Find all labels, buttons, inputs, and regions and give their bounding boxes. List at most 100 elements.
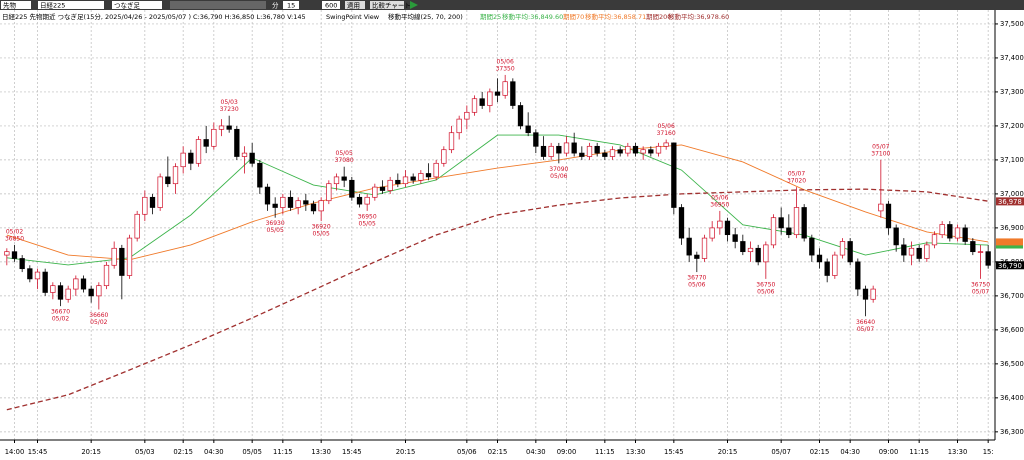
select[interactable] <box>112 1 162 9</box>
candle-body <box>632 145 639 154</box>
candle-body <box>847 241 853 263</box>
ma-line <box>6 188 989 411</box>
indicators <box>6 134 989 411</box>
button[interactable] <box>370 1 404 9</box>
x-tick-label: 05/07 <box>771 448 791 456</box>
candle-body <box>763 244 769 263</box>
candle-body <box>563 142 570 154</box>
toolbar: 先物 日経225 つなぎ足 15 分 600 適用 比較チャート <box>0 0 1024 10</box>
swing-price: 36750 <box>971 281 990 288</box>
subtitle: SwingPoint View <box>326 13 380 21</box>
candle-body <box>809 237 815 256</box>
swing-date: 05/07 <box>788 171 805 178</box>
candle-body <box>893 227 899 246</box>
apply: 適用 <box>347 1 360 10</box>
candle-body <box>188 152 194 164</box>
input[interactable] <box>322 1 340 9</box>
candle-body <box>149 196 156 208</box>
candle-body <box>701 237 708 259</box>
swing-price: 37090 <box>549 166 568 173</box>
candle-body <box>502 81 508 96</box>
y-tick-label: 37,200 <box>1000 122 1024 130</box>
x-tick-label: 11:15 <box>273 448 293 456</box>
candle-body <box>586 145 593 157</box>
price-tag-label: 36,978 <box>998 198 1022 206</box>
y-tick-label: 37,300 <box>1000 88 1024 96</box>
swing-price: 37020 <box>787 178 806 185</box>
candle-body <box>970 241 976 253</box>
candle-body <box>786 227 792 236</box>
swing-price: 37080 <box>335 157 354 164</box>
x-tick-label: 15:45 <box>342 448 362 456</box>
x-tick-label: 02:15 <box>173 448 193 456</box>
swing-price: 37230 <box>220 106 239 113</box>
candle-body <box>947 224 953 239</box>
select[interactable] <box>1 1 31 9</box>
swing-date: 05/06 <box>658 123 675 130</box>
x-tick-label: 09:00 <box>879 448 899 456</box>
y-tick-label: 36,300 <box>1000 428 1024 436</box>
candle-body <box>257 162 263 188</box>
play-icon[interactable] <box>410 1 418 9</box>
candle-body <box>655 145 662 154</box>
tool-buttons[interactable] <box>170 1 266 9</box>
swing-price: 36950 <box>358 213 377 220</box>
y-tick-label: 37,000 <box>1000 190 1024 198</box>
swing-labels: 05/02368503667005/023666005/0205/0337230… <box>5 58 990 332</box>
candle-body <box>425 173 432 178</box>
swing-price: 36770 <box>687 275 706 282</box>
swing-price: 36930 <box>266 220 285 227</box>
swing-date: 05/06 <box>711 194 728 201</box>
axes: 36,30036,40036,50036,60036,70036,80036,9… <box>5 20 1024 456</box>
legend-name: 期間70 <box>563 13 584 21</box>
candle-body <box>985 251 991 266</box>
candle-body <box>333 176 340 185</box>
candle-body <box>11 251 18 259</box>
candle-body <box>487 91 493 106</box>
x-tick-label: 13:30 <box>311 448 331 456</box>
candle-body <box>625 145 631 154</box>
candle-body <box>27 268 33 280</box>
candle-body <box>57 285 64 300</box>
candle-body <box>34 271 41 280</box>
candle-body <box>778 217 784 229</box>
candle-body <box>556 145 562 154</box>
candle-body <box>793 207 800 236</box>
candle-body <box>494 91 501 96</box>
candle-body <box>456 118 462 134</box>
x-tick-label: 11:15 <box>595 448 615 456</box>
price-tag <box>996 261 1024 270</box>
candle-body <box>42 271 48 293</box>
candle-body <box>119 247 125 276</box>
swing-date: 05/05 <box>267 227 284 234</box>
candle-body <box>372 186 378 198</box>
symbol: 日経225 <box>40 1 65 10</box>
select[interactable] <box>38 1 104 9</box>
candle-body <box>464 111 470 120</box>
candle-body <box>924 244 930 259</box>
swing-date: 05/05 <box>313 231 330 238</box>
candle-body <box>901 244 907 256</box>
swing-date: 05/03 <box>221 99 238 106</box>
ma-tag <box>996 238 1023 246</box>
candle-body <box>326 183 332 202</box>
legend-label: 移動平均:36,849.60 <box>502 12 563 21</box>
swing-price: 36660 <box>89 312 108 319</box>
candle-body <box>180 152 186 168</box>
swing-price: 36670 <box>51 309 70 316</box>
x-tick-label: 15: <box>983 448 994 456</box>
swing-date: 05/02 <box>90 319 107 326</box>
y-tick-label: 37,500 <box>1000 20 1024 28</box>
chart-type: つなぎ足 <box>114 1 141 10</box>
candle-body <box>525 125 531 134</box>
swing-price: 37160 <box>657 130 676 137</box>
y-axis-bg <box>995 10 1024 460</box>
ma-line <box>6 144 989 261</box>
input[interactable] <box>283 1 299 9</box>
candle-body <box>241 152 248 157</box>
candle-body <box>479 98 485 106</box>
candle-body <box>648 149 654 154</box>
button[interactable] <box>345 1 365 9</box>
candle-body <box>939 224 945 236</box>
candle-body <box>678 207 685 239</box>
